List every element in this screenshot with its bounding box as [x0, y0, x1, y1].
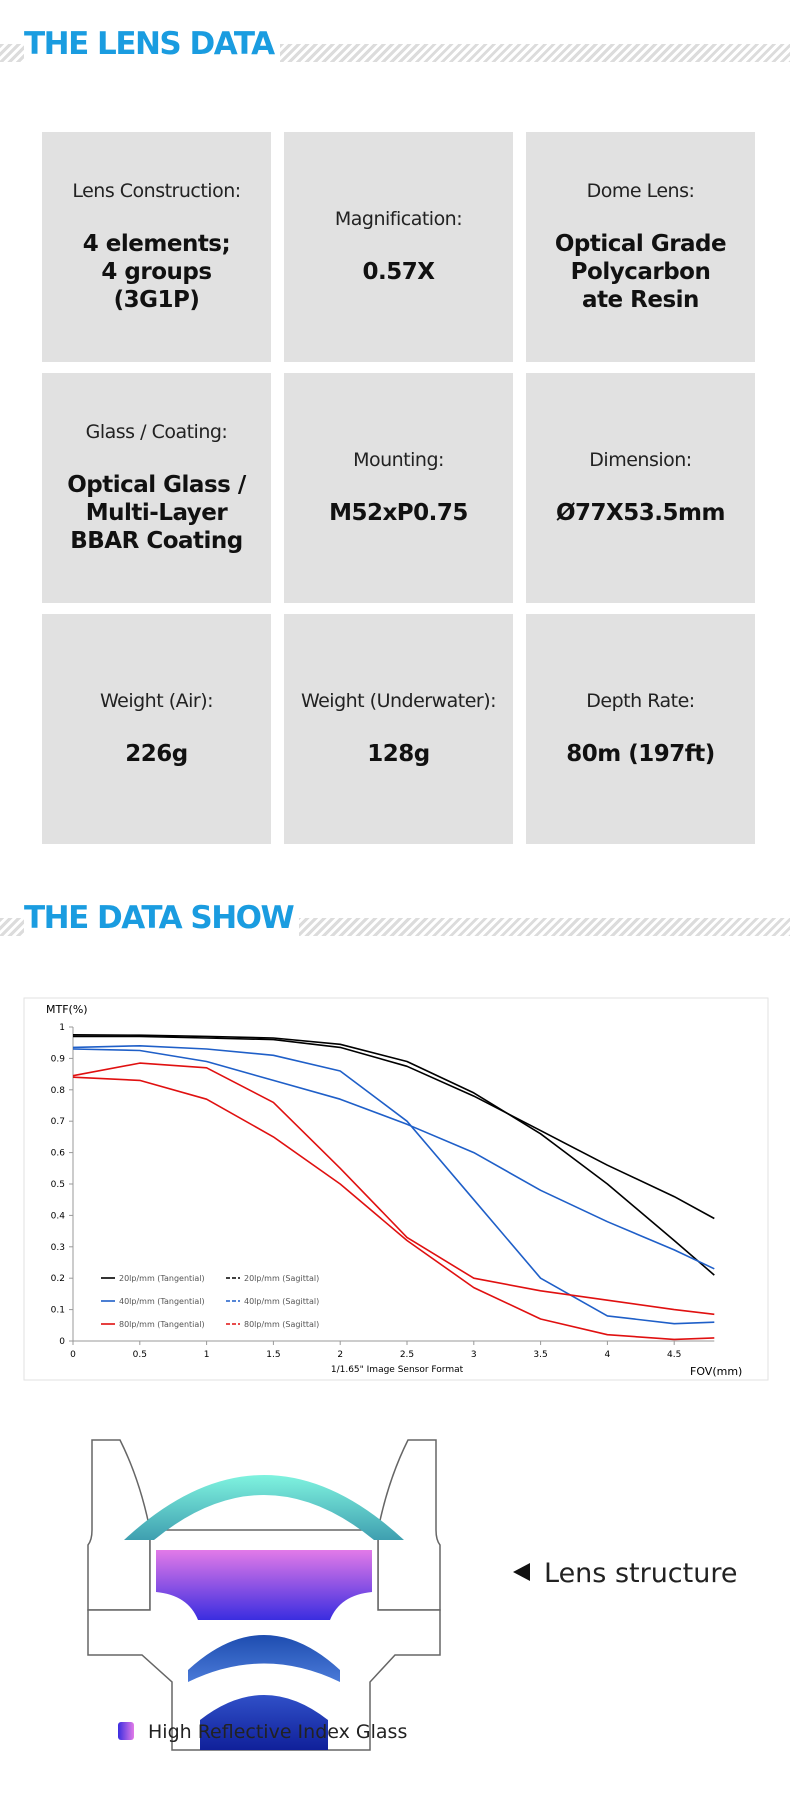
- x-tick-label: 0.5: [133, 1350, 147, 1360]
- hri-lens: [156, 1550, 372, 1620]
- spec-value: 4 elements;: [82, 231, 231, 257]
- spec-value: ate Resin: [582, 287, 699, 313]
- spec-label: Depth Rate:: [586, 690, 695, 712]
- x-tick-label: 4.5: [667, 1350, 681, 1360]
- chart-subtitle: 1/1.65" Image Sensor Format: [331, 1365, 464, 1375]
- dome-lens: [124, 1475, 404, 1540]
- y-axis-label: MTF(%): [46, 1003, 88, 1016]
- spec-value: 4 groups: [101, 259, 212, 285]
- spec-value: 0.57X: [362, 259, 435, 285]
- x-tick-label: 2.5: [400, 1350, 414, 1360]
- section-title: THE LENS DATA: [24, 26, 280, 62]
- spec-value: Optical Grade: [554, 231, 727, 257]
- spec-value: Multi-Layer: [85, 500, 228, 526]
- lens-element: [188, 1635, 340, 1682]
- x-tick-label: 1: [204, 1350, 210, 1360]
- x-tick-label: 0: [70, 1350, 76, 1360]
- spec-cell: Dome Lens: Optical Grade Polycarbon ate Res…: [526, 132, 755, 362]
- x-tick-label: 4: [605, 1350, 611, 1360]
- spec-cell: Weight (Underwater): 128g: [284, 614, 513, 844]
- y-tick-label: 0.3: [51, 1243, 65, 1253]
- spec-value-block: 4 elements; 4 groups (3G1P): [82, 230, 231, 314]
- spec-value-block: 128g: [367, 740, 430, 768]
- mtf-chart: 0 0.1 0.2 0.3 0.4 0.5 0.6 0.7 0.8 0.9 1 0 0.5 1 1.5 2 2.…: [23, 997, 769, 1381]
- legend-label: 40lp/mm (Sagittal): [244, 1297, 319, 1306]
- spec-cell: Lens Construction: 4 elements; 4 groups (3G…: [42, 132, 271, 362]
- spec-cell: Weight (Air): 226g: [42, 614, 271, 844]
- spec-value-block: Optical Glass / Multi-Layer BBAR Coating: [67, 471, 246, 555]
- legend-label: 40lp/mm (Tangential): [119, 1297, 205, 1306]
- mtf-line: [72, 1076, 715, 1341]
- spec-label: Weight (Air):: [99, 690, 214, 712]
- mtf-line: [72, 1062, 715, 1316]
- legend-label: 20lp/mm (Tangential): [119, 1274, 205, 1283]
- pointer-arrow: [513, 1563, 530, 1581]
- y-tick-label: 0.2: [51, 1274, 65, 1284]
- spec-value-block: 80m (197ft): [566, 740, 715, 768]
- y-tick-label: 0.1: [51, 1306, 65, 1316]
- chart-frame: [23, 997, 769, 1381]
- spec-value: M52xP0.75: [329, 500, 468, 526]
- spec-value: BBAR Coating: [70, 528, 243, 554]
- diagram-caption: Lens structure: [544, 1558, 737, 1589]
- spec-label: Dimension:: [589, 449, 692, 471]
- y-tick-label: 0.5: [51, 1180, 65, 1190]
- mtf-line: [72, 1048, 715, 1270]
- spec-value: Polycarbon: [570, 259, 711, 285]
- spec-value: 80m (197ft): [566, 741, 715, 767]
- spec-label: Glass / Coating:: [85, 421, 228, 443]
- spec-value-block: 0.57X: [363, 258, 435, 286]
- x-tick-label: 1.5: [266, 1350, 280, 1360]
- spec-cell: Glass / Coating: Optical Glass / Multi-Lay…: [42, 373, 271, 603]
- spec-label: Lens Construction:: [72, 180, 241, 202]
- spec-value: 226g: [125, 741, 188, 767]
- spec-value: 128g: [367, 741, 430, 767]
- housing-right: [377, 1439, 441, 1611]
- x-axis-label: FOV(mm): [690, 1365, 742, 1378]
- section-title: THE DATA SHOW: [24, 900, 300, 936]
- legend-label: 80lp/mm (Sagittal): [244, 1320, 319, 1329]
- y-tick-label: 0.6: [51, 1149, 66, 1159]
- spec-value-block: 226g: [125, 740, 188, 768]
- spec-cell: Depth Rate: 80m (197ft): [526, 614, 755, 844]
- spec-cell: Magnification: 0.57X: [284, 132, 513, 362]
- x-tick-label: 3: [471, 1350, 477, 1360]
- legend-label: 20lp/mm (Sagittal): [244, 1274, 319, 1283]
- spec-cell: Mounting: M52xP0.75: [284, 373, 513, 603]
- spec-value: (3G1P): [113, 287, 200, 313]
- lens-element: [200, 1695, 328, 1750]
- spec-value-block: Optical Grade Polycarbon ate Resin: [554, 230, 727, 314]
- spec-cell: Dimension: Ø77X53.5mm: [526, 373, 755, 603]
- mtf-line: [72, 1034, 715, 1276]
- y-tick-label: 0.8: [51, 1086, 66, 1096]
- diagram-legend: High Reflective Index Glass: [148, 1721, 407, 1743]
- legend-swatch: [118, 1722, 134, 1740]
- lens-diagram: Lens structure High Reflective Index Gla…: [87, 1439, 737, 1751]
- spec-label: Weight (Underwater):: [300, 690, 497, 712]
- spec-value-block: Ø77X53.5mm: [556, 499, 725, 527]
- housing-left: [87, 1439, 151, 1611]
- spec-value: Ø77X53.5mm: [556, 500, 725, 526]
- legend-label: 80lp/mm (Tangential): [119, 1320, 205, 1329]
- y-tick-label: 0.7: [51, 1117, 65, 1127]
- mtf-line: [73, 1035, 715, 1220]
- x-tick-label: 3.5: [533, 1350, 547, 1360]
- spec-value: Optical Glass /: [67, 472, 246, 498]
- spec-value-block: M52xP0.75: [329, 499, 468, 527]
- spec-label: Dome Lens:: [586, 180, 695, 202]
- y-tick-label: 0.4: [51, 1211, 66, 1221]
- y-tick-label: 0.9: [51, 1054, 66, 1064]
- spec-label: Magnification:: [334, 208, 463, 230]
- y-tick-label: 0: [59, 1337, 65, 1347]
- spec-label: Mounting:: [353, 449, 444, 471]
- x-tick-label: 2: [337, 1350, 343, 1360]
- y-tick-label: 1: [59, 1023, 65, 1033]
- mtf-line: [72, 1045, 715, 1325]
